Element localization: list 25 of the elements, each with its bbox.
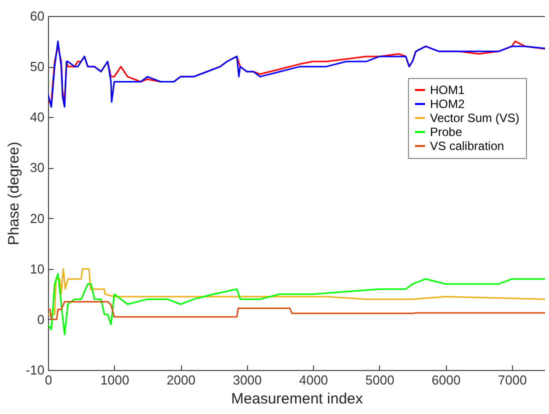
- legend-label: HOM2: [430, 97, 465, 111]
- x-tick-label: 3000: [232, 372, 262, 388]
- legend-label: Probe: [430, 125, 462, 139]
- x-tick-label: 2000: [166, 372, 196, 388]
- y-tick-label: 60: [30, 8, 44, 24]
- legend-label: VS calibration: [430, 139, 504, 153]
- x-tick-label: 6000: [432, 372, 461, 388]
- x-tick-label: 7000: [498, 372, 527, 388]
- x-tick-label: 5000: [365, 372, 394, 388]
- x-axis-title: Measurement index: [231, 390, 364, 408]
- x-tick-label: 1000: [100, 372, 130, 388]
- legend-label: HOM1: [430, 83, 465, 97]
- y-axis-title: Phase (degree): [6, 142, 23, 246]
- line-series: [48, 268, 545, 316]
- y-tick-label: 10: [30, 261, 44, 276]
- y-tick-label: -10: [26, 362, 44, 378]
- y-tick-label: 40: [30, 110, 44, 125]
- y-tick-label: 50: [30, 59, 44, 74]
- y-tick-label: 20: [30, 210, 44, 226]
- legend-label: Vector Sum (VS): [430, 111, 520, 125]
- line-series: [48, 273, 545, 336]
- x-tick-label: 4000: [299, 372, 328, 388]
- y-tick-label: 30: [30, 160, 44, 176]
- y-tick-label: 0: [37, 312, 44, 327]
- line-series: [48, 300, 545, 320]
